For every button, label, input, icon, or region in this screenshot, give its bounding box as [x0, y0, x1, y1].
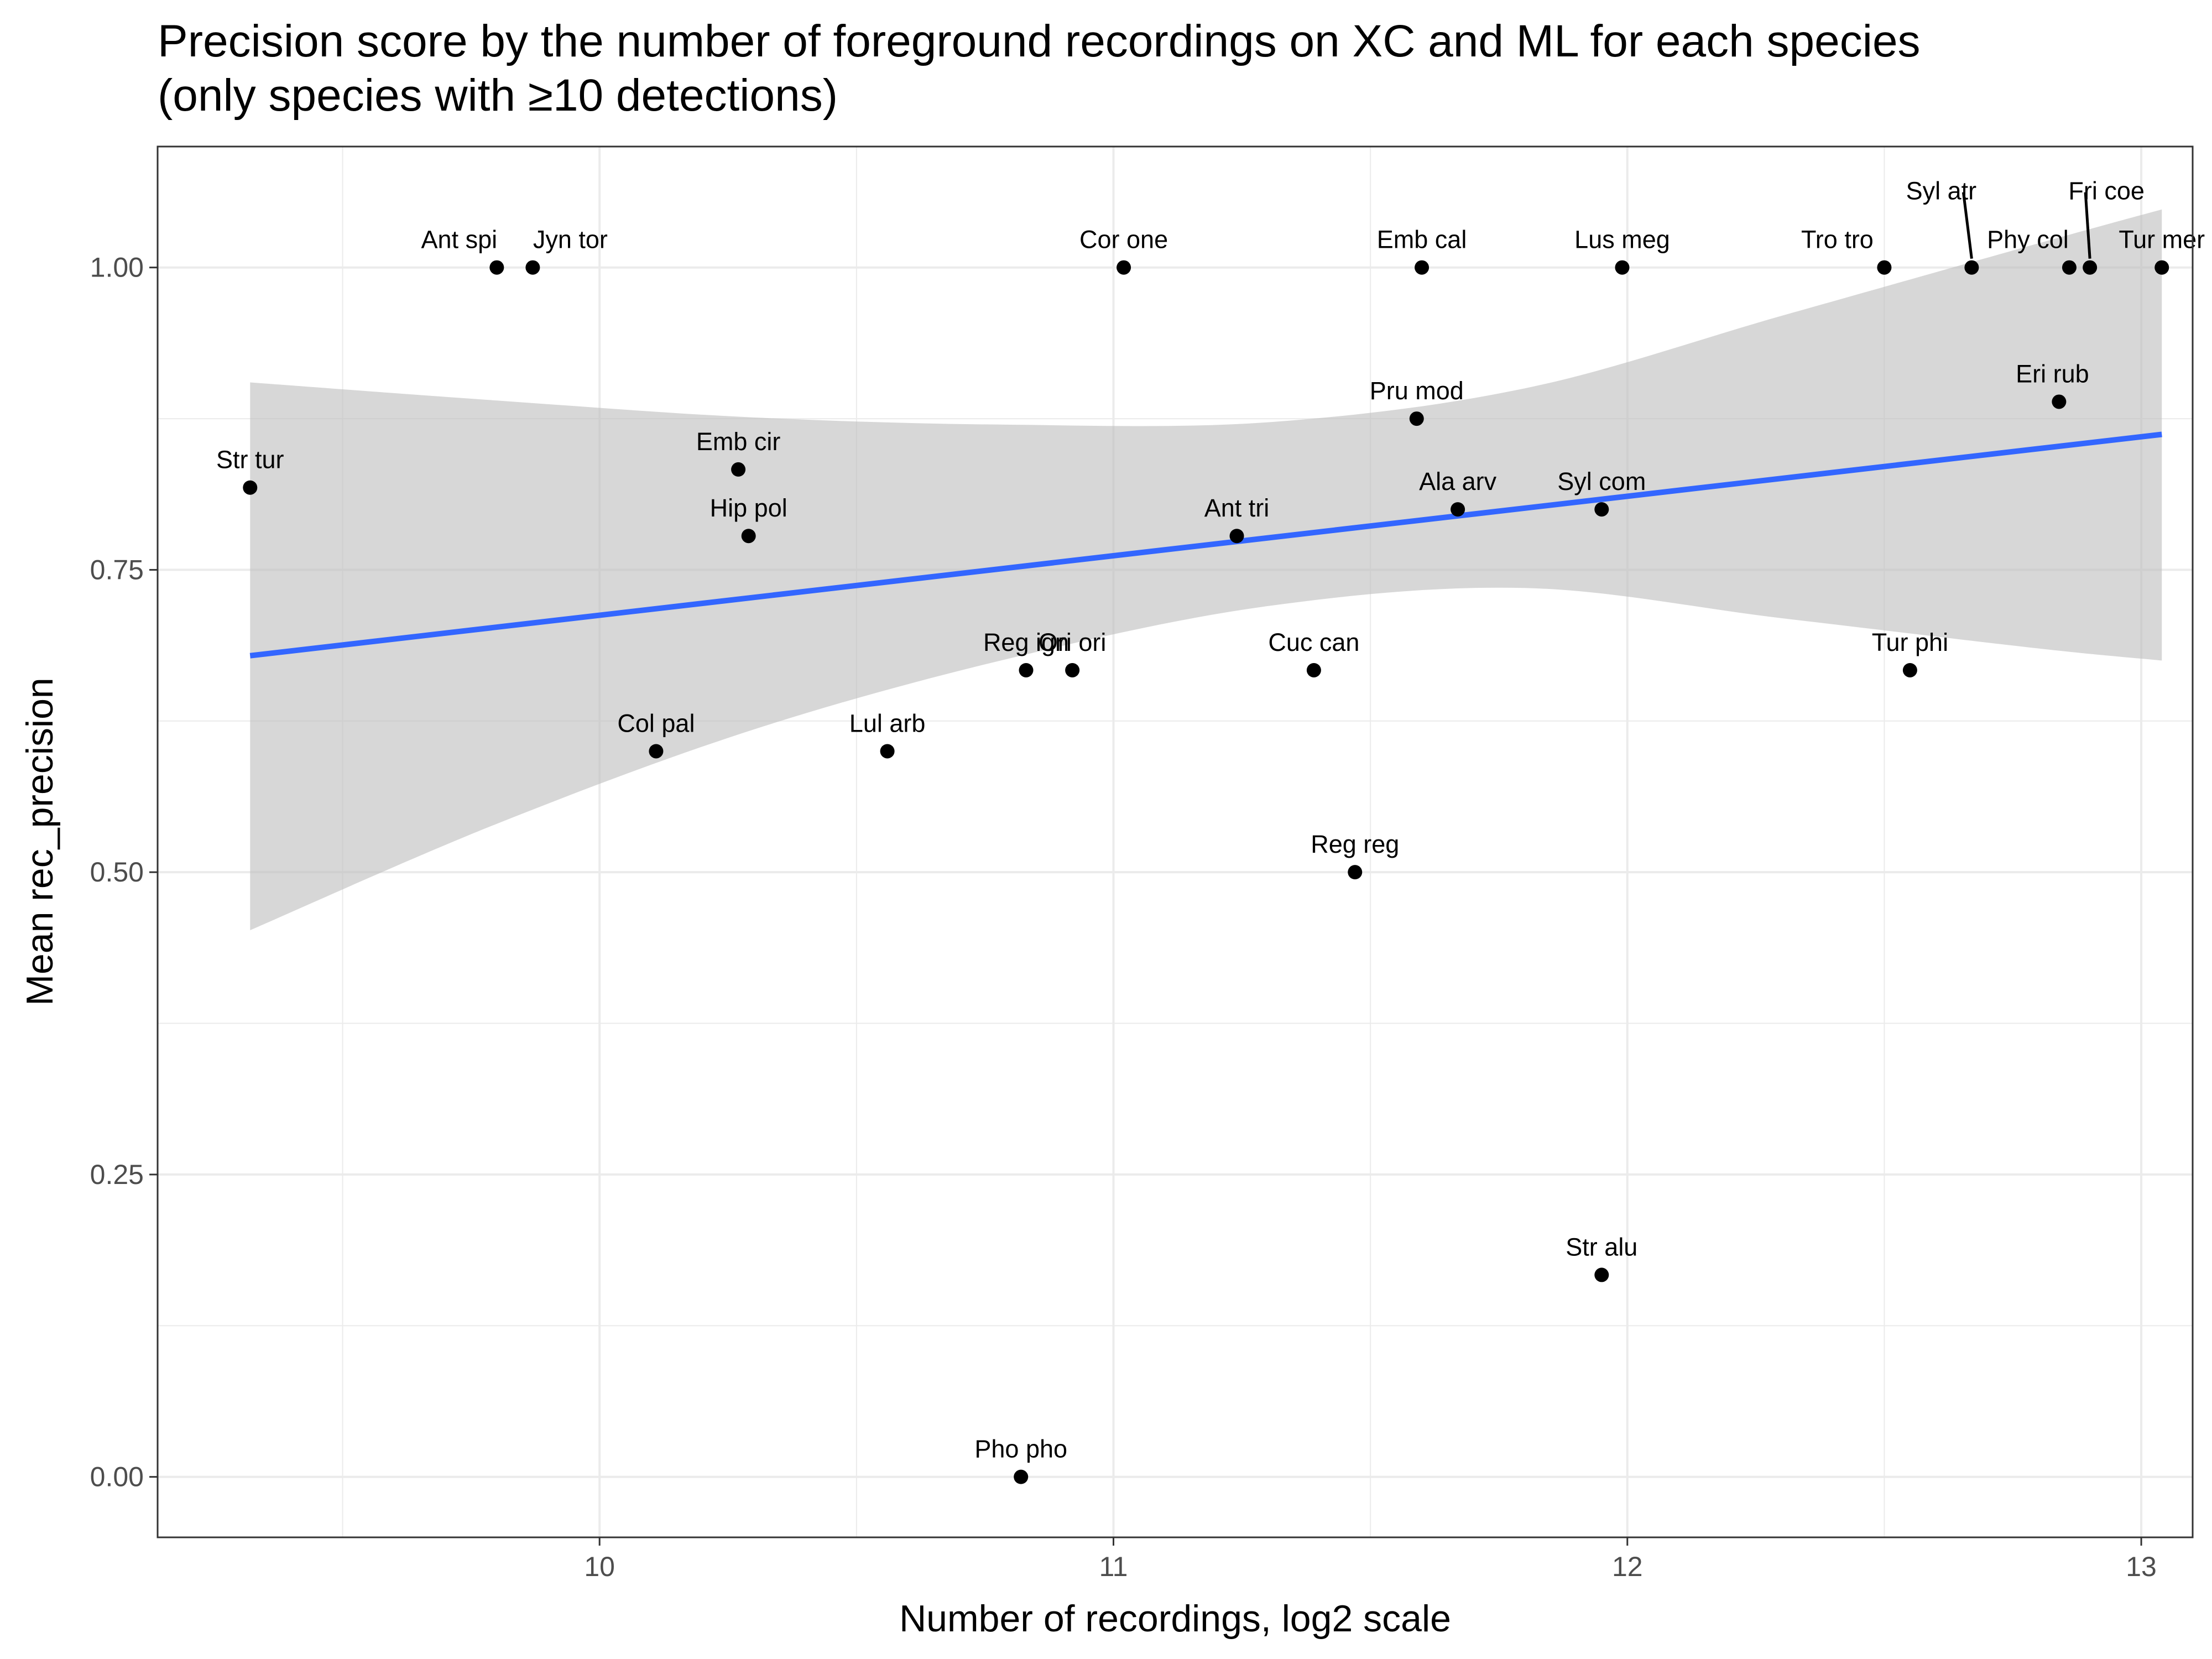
data-point [1409, 411, 1424, 426]
data-point [2083, 260, 2098, 275]
data-point [1415, 260, 1430, 275]
trend-line [249, 431, 2162, 659]
point-label: Str tur [216, 446, 284, 474]
point-label: Syl com [1557, 467, 1646, 495]
data-point [1451, 502, 1465, 517]
data-point [731, 462, 746, 477]
point-label: Ant tri [1204, 494, 1270, 522]
data-point [880, 744, 895, 759]
y-tick-label: 1.00 [90, 252, 144, 283]
data-point [1594, 502, 1609, 517]
data-point [1014, 1469, 1029, 1484]
data-points [243, 260, 2169, 1484]
y-tick-label: 0.00 [90, 1462, 144, 1493]
x-tick-label: 10 [584, 1551, 615, 1582]
point-label: Jyn tor [533, 226, 608, 254]
x-tick-label: 11 [1099, 1551, 1128, 1582]
data-point [741, 529, 756, 544]
point-label: Pru mod [1370, 377, 1464, 405]
data-point [2052, 394, 2067, 409]
point-label: Phy col [1987, 226, 2069, 254]
data-point [2154, 260, 2169, 275]
data-point [525, 260, 540, 275]
x-axis-ticks: 10 11 12 13 [584, 1537, 2157, 1582]
data-point [1902, 662, 1917, 677]
data-point [489, 260, 504, 275]
point-label: Hip pol [710, 494, 787, 522]
point-label: Lul arb [849, 709, 926, 737]
x-axis-label: Number of recordings, log2 scale [899, 1598, 1451, 1640]
point-label: Reg ign [983, 628, 1069, 656]
chart-subtitle: (only species with ≥10 detections) [158, 70, 838, 121]
point-label: Syl atr [1906, 177, 1977, 205]
confidence-band [250, 209, 2162, 931]
data-point [1348, 865, 1363, 880]
y-tick-label: 0.25 [90, 1159, 144, 1190]
point-label: Ant spi [421, 226, 498, 254]
data-point [1594, 1267, 1609, 1282]
point-label: Cuc can [1268, 628, 1359, 656]
y-tick-label: 0.50 [90, 857, 144, 888]
point-label: Eri rub [2016, 359, 2089, 388]
point-label: Lus meg [1574, 226, 1670, 254]
panel-border [156, 145, 2194, 1538]
point-labels: Ant spi Jyn tor Cor one Emb cal Lus meg Tro t… [216, 177, 2205, 1463]
point-label: Reg reg [1311, 830, 1399, 858]
data-point [1877, 260, 1892, 275]
data-point [243, 480, 258, 495]
chart-title: Precision score by the number of foregro… [158, 16, 1921, 66]
data-point [1117, 260, 1131, 275]
confidence-band-layer [250, 209, 2162, 931]
data-point [1019, 662, 1034, 677]
trend-line-layer [249, 431, 2162, 659]
data-point [649, 744, 664, 759]
x-tick-label: 13 [2126, 1551, 2157, 1582]
label-leader-line [1961, 192, 1973, 259]
point-label: Col pal [617, 709, 695, 737]
y-axis-label: Mean rec_precision [19, 677, 61, 1005]
point-label: Tur mer [2119, 226, 2205, 254]
x-tick-label: 12 [1612, 1551, 1643, 1582]
point-label: Cor one [1079, 226, 1168, 254]
data-point [1065, 662, 1080, 677]
y-axis-ticks: 0.00 0.25 0.50 0.75 1.00 [90, 252, 158, 1493]
y-tick-label: 0.75 [90, 554, 144, 585]
label-leader-line [2084, 192, 2091, 259]
point-label: Ori ori [1039, 628, 1107, 656]
data-point [2062, 260, 2077, 275]
point-label: Emb cal [1377, 226, 1467, 254]
point-label: Tur phi [1872, 628, 1948, 656]
point-label: Ala arv [1419, 467, 1497, 495]
data-point [1615, 260, 1630, 275]
label-leader-lines [1961, 192, 2091, 259]
point-label: Pho pho [974, 1435, 1067, 1463]
point-label: Str alu [1566, 1233, 1637, 1261]
point-label: Fri coe [2068, 177, 2145, 205]
data-point [1306, 662, 1321, 677]
data-point [1964, 260, 1979, 275]
data-point [1229, 529, 1244, 544]
point-label: Tro tro [1801, 226, 1874, 254]
point-label: Emb cir [696, 427, 781, 456]
